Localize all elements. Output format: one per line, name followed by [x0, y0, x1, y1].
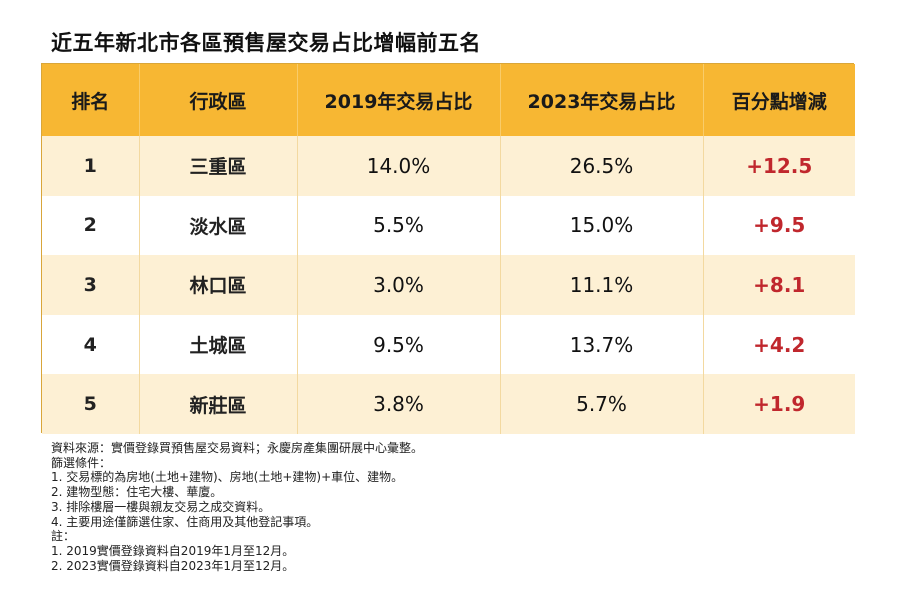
table-row: 5 新莊區 3.8% 5.7% +1.9 [42, 374, 855, 434]
rank-cell: 1 [42, 136, 140, 196]
filter-item: 4. 主要用途僅篩選住家、住商用及其他登記事項。 [51, 514, 319, 529]
share-2023-cell: 13.7% [500, 314, 704, 375]
filter-item: 2. 建物型態：住宅大樓、華廈。 [51, 485, 223, 500]
share-2019-cell: 3.0% [297, 255, 501, 315]
remark-item: 1. 2019實價登錄資料自2019年1月至12月。 [51, 543, 295, 558]
district-cell: 新莊區 [139, 374, 298, 434]
filter-heading: 篩選條件： [51, 455, 112, 470]
change-cell: +12.5 [746, 153, 813, 178]
table-row: 3 林口區 3.0% 11.1% +8.1 [42, 255, 855, 315]
header-2023-share: 2023年交易占比 [500, 64, 704, 136]
change-cell: +8.1 [753, 272, 806, 297]
district-cell: 淡水區 [139, 195, 298, 256]
share-2023-cell: 15.0% [500, 195, 704, 256]
header-rank: 排名 [42, 64, 140, 136]
share-2023-cell: 5.7% [500, 374, 704, 434]
share-2019-cell: 14.0% [297, 136, 501, 196]
table-row: 2 淡水區 5.5% 15.0% +9.5 [42, 195, 855, 256]
share-2019-cell: 5.5% [297, 195, 501, 256]
header-district: 行政區 [139, 64, 298, 136]
change-cell: +9.5 [753, 213, 806, 238]
rank-cell: 4 [42, 314, 140, 375]
district-cell: 三重區 [139, 136, 298, 196]
header-2019-share: 2019年交易占比 [297, 64, 501, 136]
footnotes: 資料來源：實價登錄買預售屋交易資料；永慶房產集團研展中心彙整。 篩選條件： 1.… [51, 441, 423, 573]
share-2023-cell: 26.5% [500, 136, 704, 196]
filter-item: 1. 交易標的為房地(土地+建物)、房地(土地+建物)+車位、建物。 [51, 470, 404, 485]
change-cell: +1.9 [753, 392, 806, 417]
rank-cell: 3 [42, 255, 140, 315]
share-2023-cell: 11.1% [500, 255, 704, 315]
filter-item: 3. 排除樓層一樓與親友交易之成交資料。 [51, 499, 271, 514]
remark-item: 2. 2023實價登錄資料自2023年1月至12月。 [51, 558, 295, 573]
change-cell: +4.2 [753, 332, 806, 357]
district-cell: 土城區 [139, 314, 298, 375]
page-title: 近五年新北市各區預售屋交易占比增幅前五名 [51, 31, 481, 55]
share-2019-cell: 9.5% [297, 314, 501, 375]
table-row: 1 三重區 14.0% 26.5% +12.5 [42, 136, 855, 196]
table-header-row: 排名 行政區 2019年交易占比 2023年交易占比 百分點增減 [42, 64, 855, 136]
district-cell: 林口區 [139, 255, 298, 315]
source-note: 資料來源：實價登錄買預售屋交易資料；永慶房產集團研展中心彙整。 [51, 441, 424, 455]
rank-cell: 2 [42, 195, 140, 256]
table-row: 4 土城區 9.5% 13.7% +4.2 [42, 314, 855, 375]
rank-cell: 5 [42, 374, 140, 434]
remark-heading: 註： [51, 529, 76, 544]
ranking-table: 排名 行政區 2019年交易占比 2023年交易占比 百分點增減 1 三重區 1… [41, 63, 855, 434]
share-2019-cell: 3.8% [297, 374, 501, 434]
header-change: 百分點增減 [731, 90, 827, 113]
